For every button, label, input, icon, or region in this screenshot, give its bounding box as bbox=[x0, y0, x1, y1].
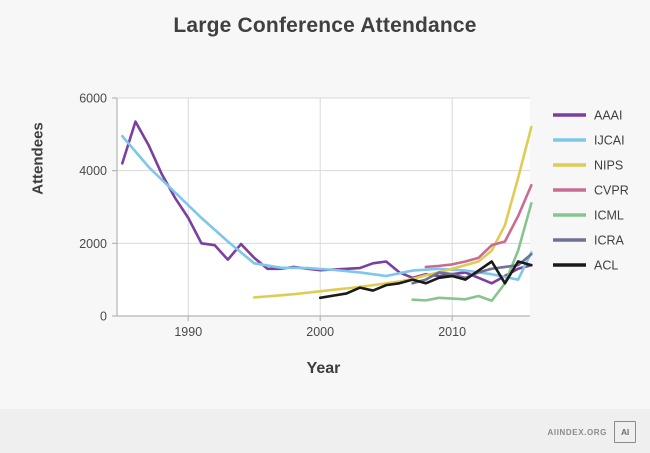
footer-band bbox=[0, 409, 650, 453]
y-tick-label: 6000 bbox=[79, 92, 107, 106]
x-tick-label: 2000 bbox=[306, 325, 334, 339]
legend-label-icml: ICML bbox=[594, 209, 624, 223]
series-line-cvpr bbox=[424, 183, 533, 269]
footer-logo-text: AI bbox=[621, 427, 629, 437]
plot-background-rect bbox=[117, 98, 530, 316]
legend-label-cvpr: CVPR bbox=[594, 184, 629, 198]
chart-legend: AAAI IJCAI NIPS CVPR ICML ICRA ACL bbox=[553, 109, 629, 273]
series-line-acl bbox=[318, 260, 533, 300]
chart-title: Large Conference Attendance bbox=[173, 14, 477, 37]
axis-lines bbox=[112, 97, 530, 321]
legend-label-nips: NIPS bbox=[594, 159, 623, 173]
y-tick-label: 2000 bbox=[79, 237, 107, 251]
tick-labels: 0 2000 4000 6000 1990 2000 2010 bbox=[79, 92, 466, 340]
y-tick-label: 0 bbox=[100, 310, 107, 324]
series-line-ijcai bbox=[120, 134, 533, 281]
legend-label-icra: ICRA bbox=[594, 234, 625, 248]
footer-watermark: AIINDEX.ORG AI bbox=[547, 421, 636, 443]
x-tick-label: 2010 bbox=[438, 325, 466, 339]
footer-site-text: AIINDEX.ORG bbox=[547, 427, 607, 437]
legend-label-aaai: AAAI bbox=[594, 109, 623, 123]
ai-index-logo-icon: AI bbox=[614, 421, 636, 443]
series-line-nips bbox=[252, 125, 533, 299]
legend-label-ijcai: IJCAI bbox=[594, 134, 625, 148]
series-lines bbox=[120, 120, 533, 303]
x-tick-label: 1990 bbox=[174, 325, 202, 339]
y-tick-label: 4000 bbox=[79, 164, 107, 178]
x-axis-label: Year bbox=[306, 360, 341, 377]
legend-label-acl: ACL bbox=[594, 259, 618, 273]
plot-background bbox=[117, 98, 530, 316]
